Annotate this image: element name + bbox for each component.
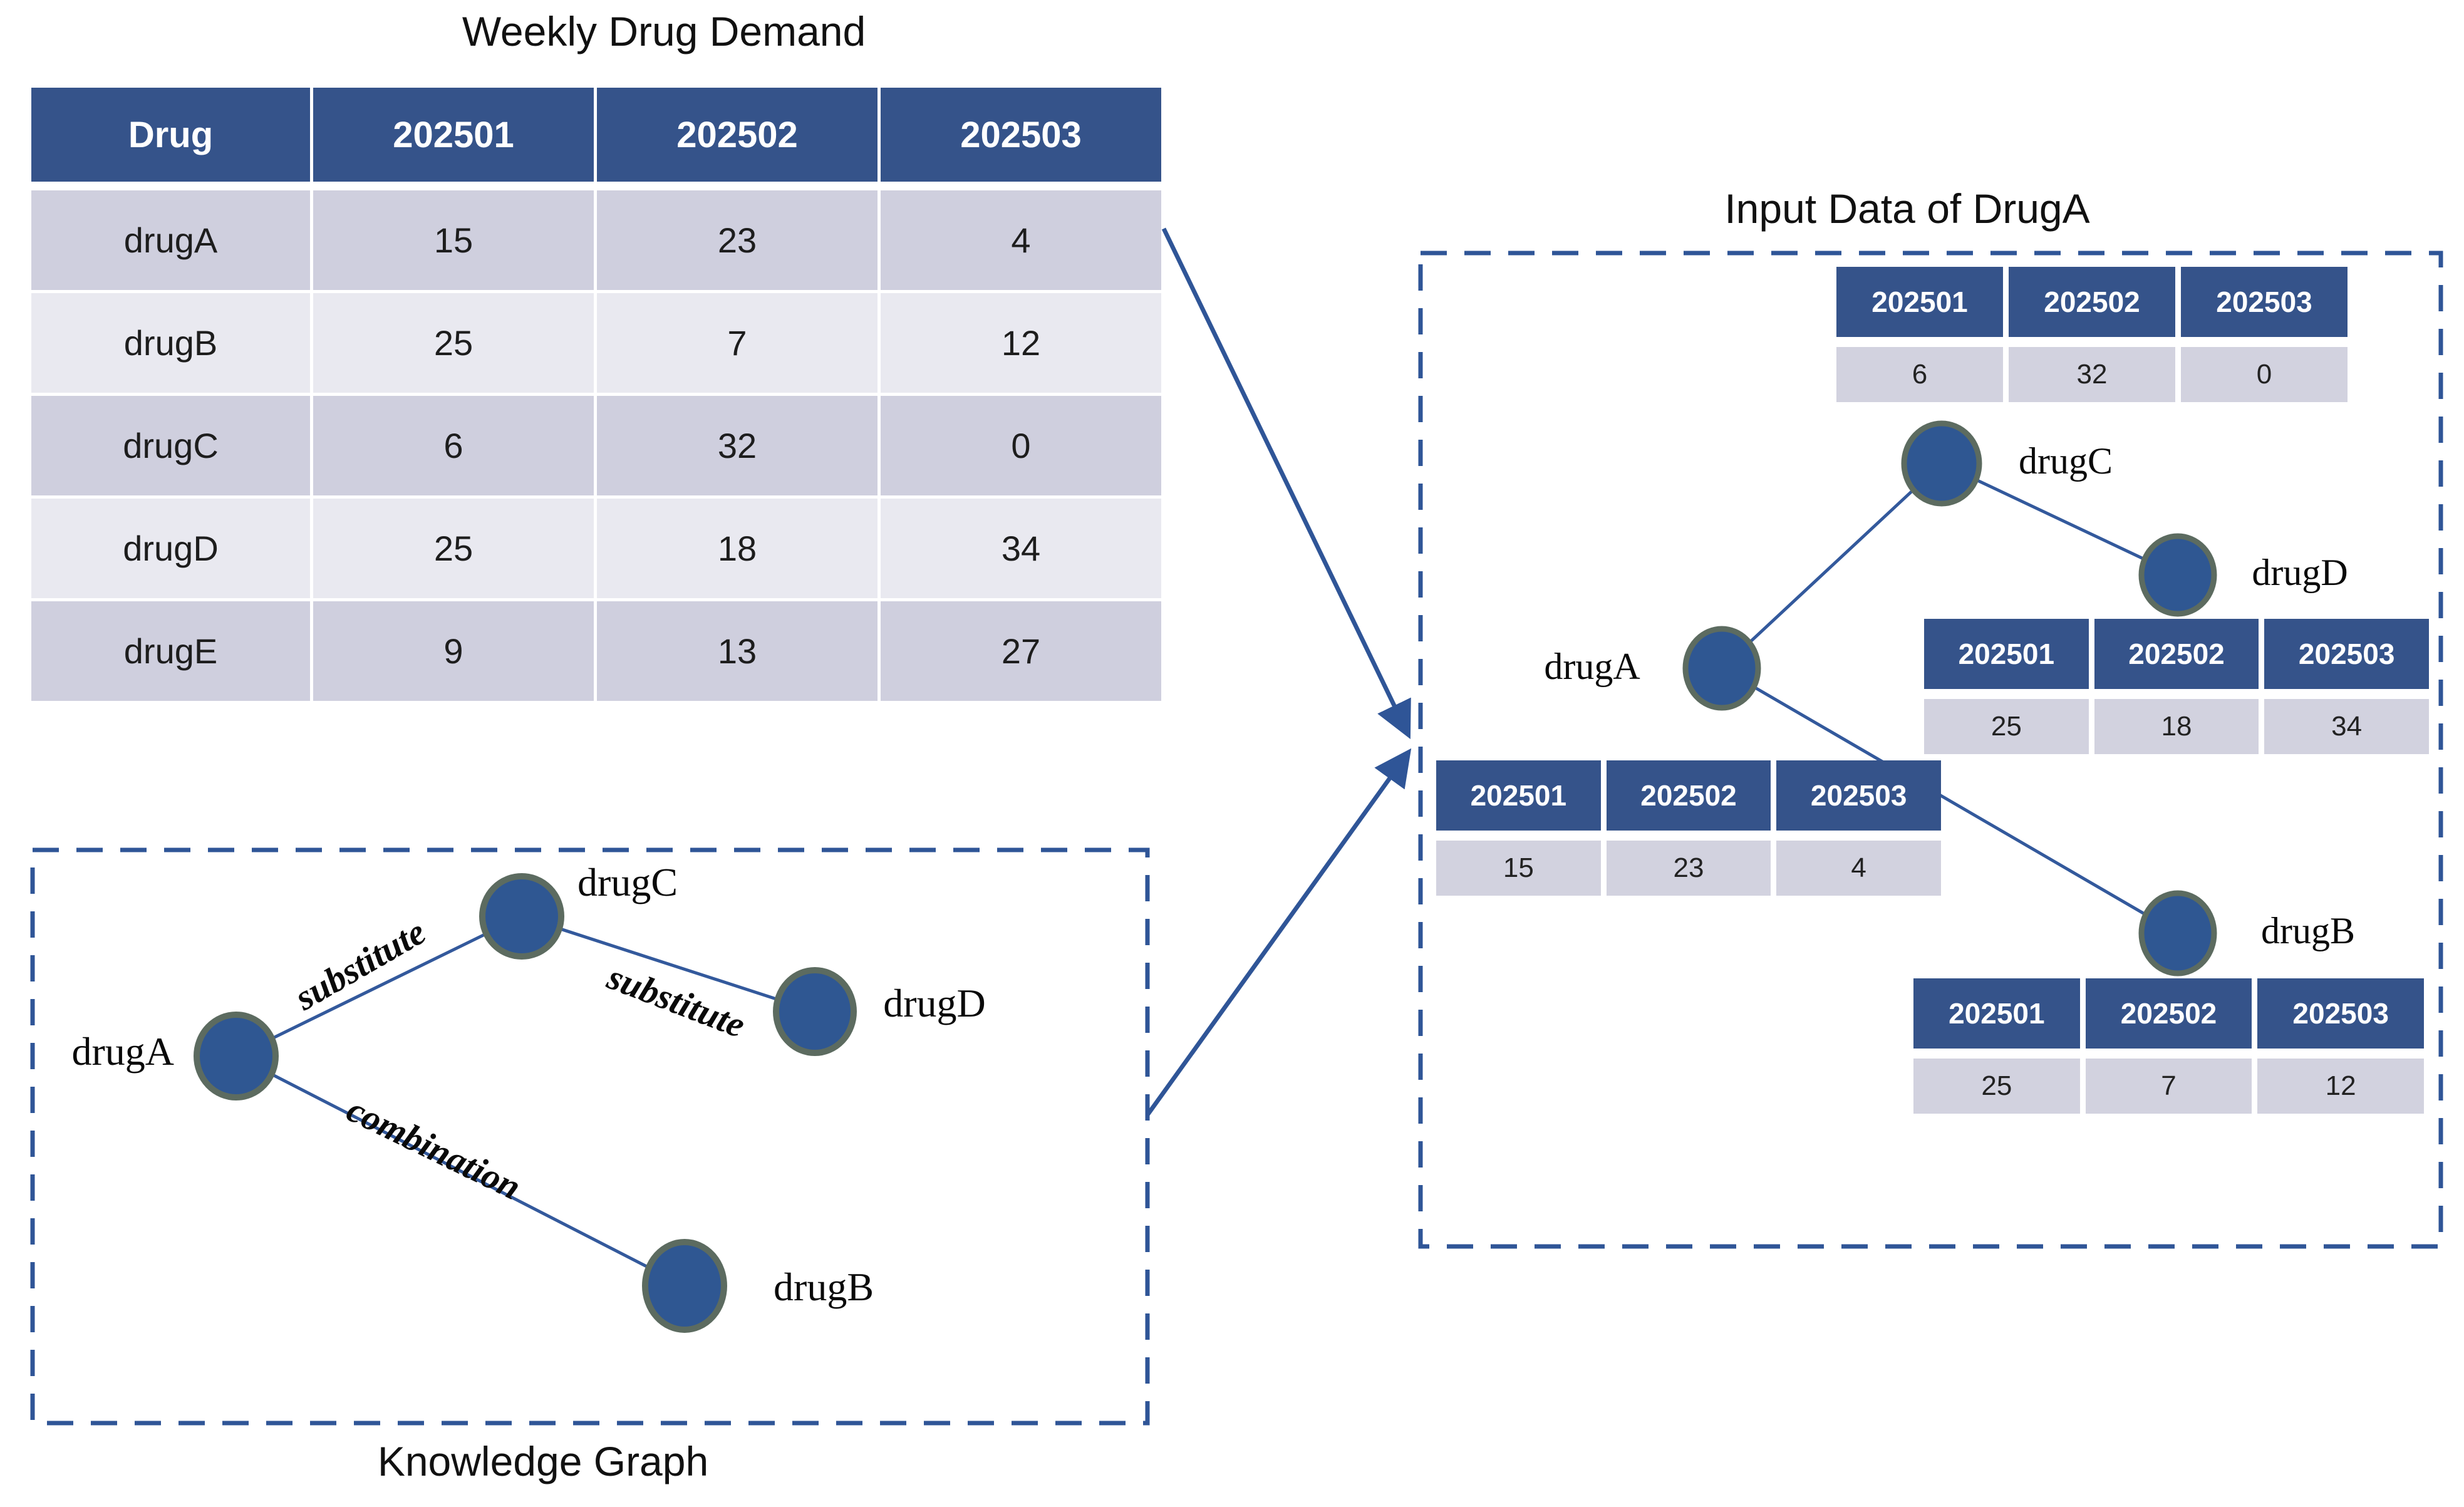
panel-value: 0 (2181, 347, 2348, 402)
demand-cell-drug: drugE (31, 601, 310, 701)
demand-cell-value: 27 (881, 601, 1161, 701)
panel-node-drugC (1901, 420, 1982, 507)
panel-table-drugA: 202501 202502 202503 15 23 4 (1436, 760, 1941, 896)
period-header: 202501 (1436, 760, 1601, 831)
demand-cell-value: 7 (597, 293, 877, 393)
panel-value: 6 (1836, 347, 2003, 402)
demand-cell-value: 12 (881, 293, 1161, 393)
input-panel-title: Input Data of DrugA (1724, 185, 2090, 232)
demand-col-header: 202501 (313, 88, 594, 182)
demand-cell-value: 32 (597, 396, 877, 495)
period-header: 202502 (1606, 760, 1771, 831)
panel-table-drugC: 202501 202502 202503 6 32 0 (1836, 267, 2348, 402)
demand-cell-value: 18 (597, 499, 877, 598)
demand-cell-value: 0 (881, 396, 1161, 495)
demand-col-header: 202503 (881, 88, 1161, 182)
panel-label-drugA: drugA (1544, 646, 1640, 687)
demand-col-header: 202502 (597, 88, 877, 182)
panel-edge-drugC-drugD (1940, 462, 2179, 577)
panel-value: 4 (1776, 841, 1941, 896)
panel-table-drugB: 202501 202502 202503 25 7 12 (1913, 978, 2424, 1114)
demand-cell-drug: drugD (31, 499, 310, 598)
demand-col-header: Drug (31, 88, 310, 182)
demand-cell-drug: drugC (31, 396, 310, 495)
demand-cell-value: 23 (597, 190, 877, 290)
panel-table-drugD: 202501 202502 202503 25 18 34 (1924, 619, 2429, 754)
period-header: 202502 (2085, 978, 2252, 1049)
demand-cell-drug: drugA (31, 190, 310, 290)
panel-edge-drugA-drugB (1721, 666, 2179, 935)
period-header: 202501 (1913, 978, 2080, 1049)
kg-node-drugB (642, 1239, 727, 1333)
period-header: 202503 (2181, 267, 2348, 337)
panel-label-drugD: drugD (2252, 552, 2348, 593)
kg-label-drugA: drugA (71, 1029, 174, 1074)
demand-table-title: Weekly Drug Demand (462, 8, 866, 54)
demand-cell-value: 15 (313, 190, 594, 290)
period-header: 202503 (1776, 760, 1941, 831)
demand-cell-value: 13 (597, 601, 877, 701)
kg-label-drugC: drugC (577, 860, 678, 904)
panel-node-drugD (2138, 533, 2217, 617)
period-header: 202503 (2264, 619, 2429, 689)
demand-cell-value: 9 (313, 601, 594, 701)
knowledge-graph-box (30, 847, 1150, 1426)
panel-edge-drugA-drugC (1721, 462, 1943, 670)
panel-value: 23 (1606, 841, 1771, 896)
demand-cell-value: 6 (313, 396, 594, 495)
period-header: 202502 (2009, 267, 2175, 337)
period-header: 202502 (2094, 619, 2259, 689)
panel-value: 15 (1436, 841, 1601, 896)
panel-value: 25 (1913, 1059, 2080, 1114)
demand-cell-value: 34 (881, 499, 1161, 598)
kg-edge-drugC-drugD (521, 914, 815, 1013)
panel-value: 18 (2094, 699, 2259, 754)
panel-value: 12 (2257, 1059, 2424, 1114)
panel-value: 7 (2085, 1059, 2252, 1114)
panel-value: 25 (1924, 699, 2089, 754)
demand-cell-value: 25 (313, 293, 594, 393)
panel-node-drugB (2138, 890, 2217, 976)
panel-value: 32 (2009, 347, 2175, 402)
demand-cell-value: 4 (881, 190, 1161, 290)
kg-edge-drugA-drugB (235, 1054, 686, 1288)
period-header: 202503 (2257, 978, 2424, 1049)
input-panel-box (1418, 251, 2443, 1249)
arrow-table-to-panel (1161, 227, 1411, 740)
kg-node-drugD (773, 967, 857, 1056)
kg-label-drugB: drugB (774, 1265, 874, 1309)
kg-node-drugA (194, 1012, 279, 1100)
period-header: 202501 (1836, 267, 2003, 337)
demand-table: Drug 202501 202502 202503 drugA 15 23 4 … (31, 88, 1163, 701)
panel-value: 34 (2264, 699, 2429, 754)
kg-label-drugD: drugD (883, 981, 986, 1025)
panel-node-drugA (1682, 626, 1761, 711)
panel-label-drugB: drugB (2261, 910, 2355, 951)
period-header: 202501 (1924, 619, 2089, 689)
demand-cell-drug: drugB (31, 293, 310, 393)
knowledge-graph-caption: Knowledge Graph (377, 1438, 709, 1484)
kg-edge-drugA-drugC (235, 914, 523, 1058)
demand-cell-value: 25 (313, 499, 594, 598)
arrow-kg-to-panel (1146, 748, 1412, 1117)
kg-node-drugC (479, 873, 564, 960)
panel-label-drugC: drugC (2019, 440, 2113, 482)
